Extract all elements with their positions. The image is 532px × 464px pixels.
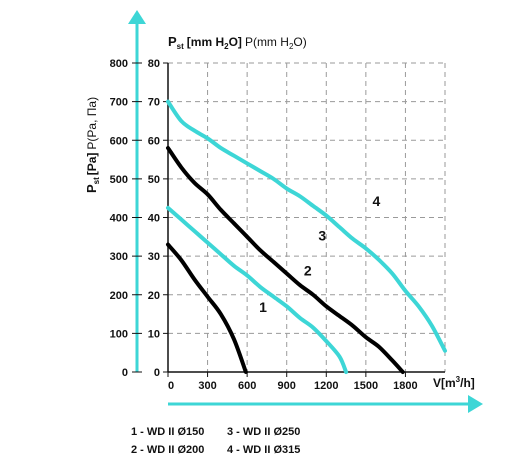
y-tick-label-mm: 50: [148, 174, 160, 186]
y-tick-label-pa: 200: [110, 290, 128, 302]
y-tick-label-mm: 80: [148, 58, 160, 70]
series-curve-2: [166, 205, 349, 374]
legend-item-4: 4 - WD II Ø315: [227, 444, 301, 456]
x-axis-label: V[m3/h]: [433, 375, 475, 390]
series-curves: [166, 99, 447, 374]
y-tick-label-pa: 100: [110, 328, 128, 340]
y-tick-label-mm: 30: [148, 251, 160, 263]
series-curve-3: [166, 145, 405, 374]
y-tick-label-pa: 400: [110, 213, 128, 225]
series-label-2: 2: [304, 262, 312, 278]
y-tick-label-mm: 20: [148, 290, 160, 302]
series-curve-1: [166, 242, 248, 374]
series-label-3: 3: [318, 228, 326, 244]
y-tick-label-mm: 40: [148, 213, 160, 225]
x-axis-arrow: [468, 395, 483, 413]
y-tick-label-mm: 60: [148, 135, 160, 147]
series-label-4: 4: [373, 193, 381, 209]
y-tick-label-mm: 0: [154, 367, 160, 379]
y-tick-label-pa: 600: [110, 135, 128, 147]
series-label-1: 1: [259, 299, 267, 315]
chart-title: Pst [mm H2O] P(mm H2O): [168, 34, 307, 51]
y-tick-label-pa: 500: [110, 174, 128, 186]
y-axis-arrow: [128, 10, 146, 24]
legend-item-2: 2 - WD II Ø200: [131, 444, 205, 456]
x-tick-label: 1800: [393, 380, 417, 392]
x-tick-label: 0: [168, 380, 174, 392]
legend-item-3: 3 - WD II Ø250: [227, 426, 301, 438]
axes: [128, 10, 483, 413]
y-tick-label-mm: 10: [148, 328, 160, 340]
y-tick-label-pa: 800: [110, 58, 128, 70]
y-tick-label-pa: 700: [110, 97, 128, 109]
series-labels: 1 2 3 4: [259, 193, 380, 315]
x-tick-label: 1200: [314, 380, 338, 392]
y-tick-label-pa: 0: [122, 367, 128, 379]
x-tick-label: 900: [278, 380, 296, 392]
x-tick-label: 1500: [354, 380, 378, 392]
y-tick-label-mm: 70: [148, 97, 160, 109]
y-tick-label-pa: 300: [110, 251, 128, 263]
x-tick-label: 300: [198, 380, 216, 392]
legend-item-1: 1 - WD II Ø150: [131, 426, 205, 438]
x-tick-label: 600: [238, 380, 256, 392]
series-curve-4: [166, 99, 447, 353]
y-axis-label: Pst[Pa]P(Pa, Па): [84, 97, 101, 193]
grid: [168, 62, 446, 372]
